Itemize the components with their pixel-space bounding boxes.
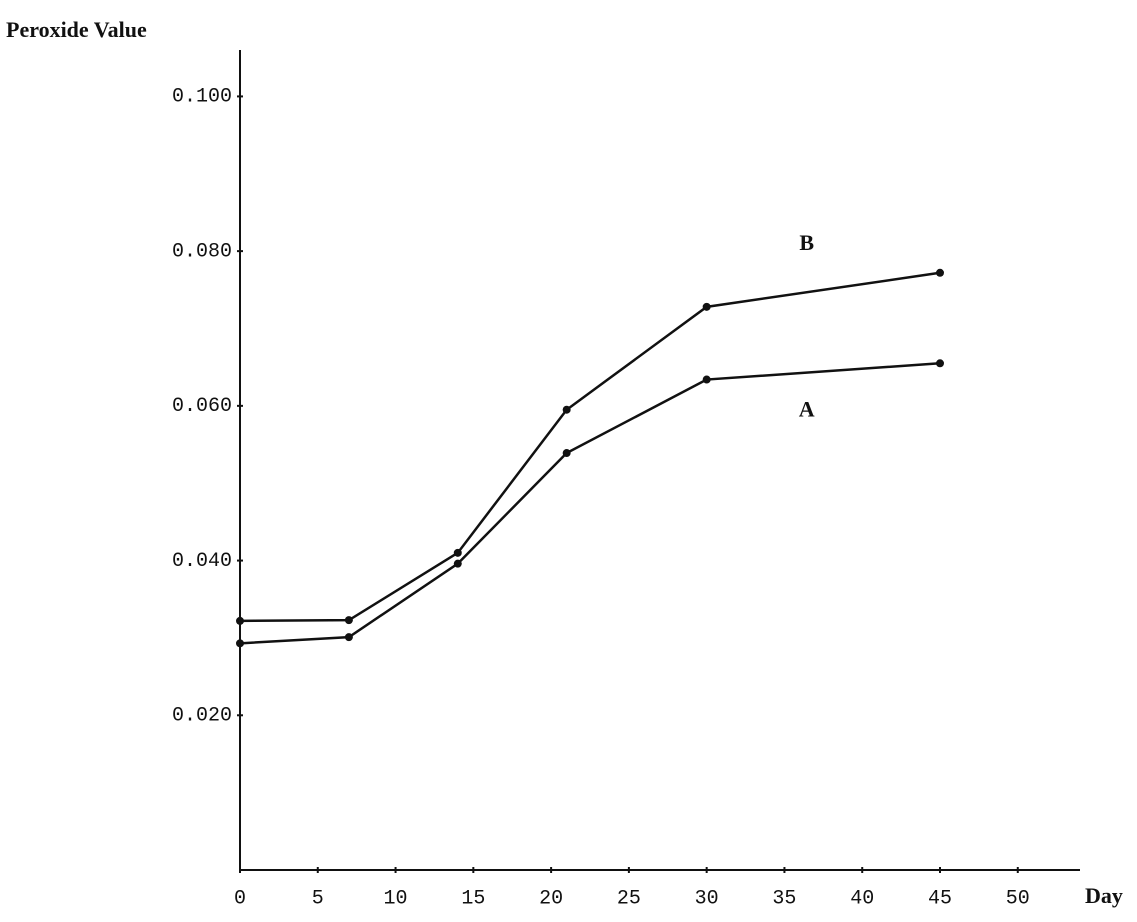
- x-tick-label: 30: [695, 887, 719, 910]
- point: [936, 359, 944, 367]
- x-tick-label: 15: [461, 887, 485, 910]
- series-line: [240, 363, 940, 643]
- x-axis-title: Day: [1085, 883, 1123, 908]
- point: [703, 303, 711, 311]
- point: [563, 406, 571, 414]
- point: [454, 549, 462, 557]
- x-tick-label: 20: [539, 887, 563, 910]
- y-tick-label: 0.040: [172, 550, 232, 573]
- legend-label: B: [799, 230, 814, 255]
- legend-label: A: [799, 397, 815, 422]
- series-line: [240, 273, 940, 621]
- x-tick-label: 0: [234, 887, 246, 910]
- x-tick-label: 10: [384, 887, 408, 910]
- x-tick-label: 45: [928, 887, 952, 910]
- y-axis-title: Peroxide Value: [6, 17, 147, 42]
- y-tick-label: 0.080: [172, 240, 232, 263]
- point: [454, 560, 462, 568]
- point: [936, 269, 944, 277]
- x-tick-label: 40: [850, 887, 874, 910]
- x-tick-label: 25: [617, 887, 641, 910]
- chart: Peroxide Value Day 0.020 0.040 0.060 0.080 0…: [0, 0, 1137, 922]
- x-tick-label: 5: [312, 887, 324, 910]
- point: [345, 633, 353, 641]
- point: [703, 376, 711, 384]
- point: [345, 616, 353, 624]
- y-tick-label: 0.060: [172, 395, 232, 418]
- point: [236, 639, 244, 647]
- x-tick-label: 35: [772, 887, 796, 910]
- y-tick-label: 0.020: [172, 705, 232, 728]
- point: [563, 449, 571, 457]
- point: [236, 617, 244, 625]
- x-tick-label: 50: [1006, 887, 1030, 910]
- y-tick-label: 0.100: [172, 86, 232, 109]
